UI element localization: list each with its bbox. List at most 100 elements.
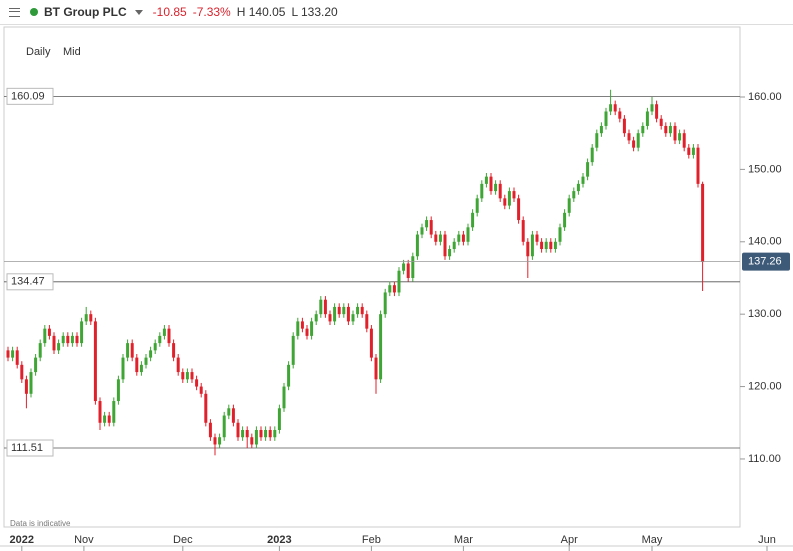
y-tick-label: 130.00 [748, 308, 782, 320]
candle-body [199, 386, 203, 394]
candle-body [172, 343, 176, 358]
candle-body [204, 393, 208, 423]
candle-body [365, 314, 369, 329]
candle-body [254, 429, 258, 445]
candle-body [93, 321, 97, 402]
y-tick-label: 150.00 [748, 163, 782, 175]
candle-body [530, 234, 534, 257]
candle-body [383, 292, 387, 315]
candle-body [434, 234, 438, 242]
candle-body [379, 314, 383, 380]
level-label-box [6, 273, 54, 291]
instrument-header: BT Group PLC -10.85 -7.33% H 140.05 L 13… [0, 0, 793, 25]
candle-body [645, 111, 649, 126]
footnote: Data is indicative [10, 519, 71, 528]
candle-body [144, 357, 148, 365]
candle-body [6, 350, 10, 358]
dropdown-arrow[interactable] [134, 9, 143, 15]
candle-body [599, 125, 603, 134]
candle-body [236, 422, 240, 438]
candle-body [443, 234, 447, 257]
candle-body [222, 415, 226, 438]
candle-body [38, 343, 42, 358]
level-label: 160.09 [11, 90, 45, 102]
candle-body [268, 429, 272, 438]
candle-body [572, 191, 576, 199]
candle-body [567, 198, 571, 213]
candle-body [181, 372, 185, 380]
candle-body [696, 147, 700, 184]
candle-body [691, 147, 695, 155]
candle-body [158, 335, 162, 344]
candle-body [480, 183, 484, 199]
candle-body [319, 299, 323, 315]
candle-body [259, 429, 263, 438]
price-change: -10.85 [152, 5, 187, 19]
candle-body [512, 191, 516, 199]
candle-body [15, 350, 19, 365]
day-low: L 133.20 [291, 5, 338, 19]
candle-body [296, 321, 300, 336]
candle-body [273, 429, 277, 438]
candle-body [98, 401, 102, 423]
candle-body [52, 335, 56, 351]
candle-body [34, 357, 38, 373]
candle-body [392, 285, 396, 293]
level-label-box [6, 439, 54, 457]
candle-body [333, 306, 337, 322]
y-tick-label: 110.00 [748, 453, 781, 465]
candle-body [613, 104, 617, 112]
candle-body [452, 241, 456, 250]
candle-body [20, 364, 24, 380]
candle-body [595, 133, 599, 148]
candle-body [11, 350, 15, 358]
y-tick-label: 140.00 [748, 236, 782, 248]
candle-body [494, 183, 498, 192]
level-label: 134.47 [11, 276, 45, 288]
candle-body [107, 415, 111, 423]
candle-body [406, 263, 410, 278]
x-tick-label: 2022 [10, 534, 34, 546]
period-button[interactable]: Daily [26, 46, 51, 58]
candle-body [351, 314, 355, 322]
candle-body [581, 176, 585, 184]
candle-body [618, 111, 622, 119]
candle-body [57, 343, 61, 351]
candle-body [388, 285, 392, 293]
candle-body [167, 328, 171, 344]
price-type-button[interactable]: Mid [63, 46, 81, 58]
candle-body [75, 335, 79, 344]
candle-body [503, 198, 507, 206]
x-tick-label: May [642, 534, 663, 546]
candle-body [195, 379, 199, 387]
candle-body [374, 357, 378, 380]
candle-body [80, 321, 84, 344]
candle-body [29, 372, 33, 394]
candle-body [655, 104, 659, 119]
candle-body [208, 422, 212, 438]
candle-body [264, 429, 268, 438]
candle-body [190, 372, 194, 380]
candle-body [429, 220, 433, 235]
level-label-box [6, 87, 54, 105]
candle-body [291, 335, 295, 365]
instrument-name[interactable]: BT Group PLC [44, 5, 127, 19]
candle-body [47, 328, 51, 336]
candle-body [659, 118, 663, 126]
candle-body [121, 357, 125, 380]
candle-body [678, 133, 682, 141]
candle-body [484, 176, 488, 184]
candle-body [287, 364, 291, 387]
candle-body [213, 437, 217, 445]
menu-icon[interactable] [9, 7, 20, 17]
candle-body [415, 234, 419, 257]
candle-body [673, 125, 677, 141]
candle-body [544, 241, 548, 250]
candle-body [277, 408, 281, 430]
candle-body [162, 328, 166, 336]
candle-body [176, 357, 180, 373]
candle-body [130, 343, 134, 358]
candle-body [507, 191, 511, 206]
candle-body [24, 379, 28, 394]
